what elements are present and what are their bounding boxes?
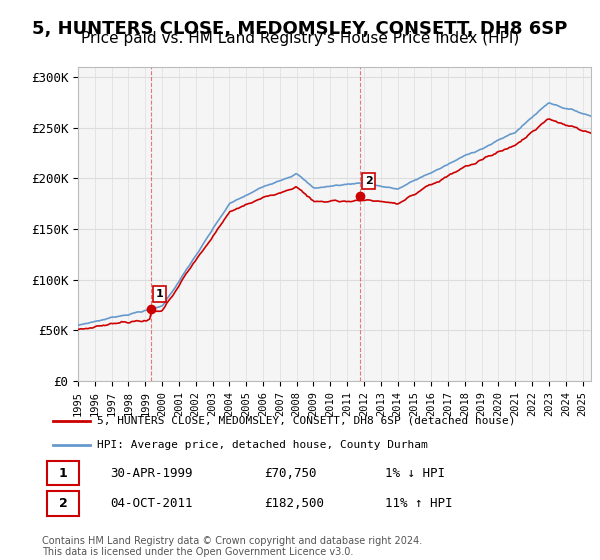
- Text: £182,500: £182,500: [264, 497, 324, 510]
- Text: Contains HM Land Registry data © Crown copyright and database right 2024.
This d: Contains HM Land Registry data © Crown c…: [42, 535, 422, 557]
- Text: 5, HUNTERS CLOSE, MEDOMSLEY, CONSETT, DH8 6SP (detached house): 5, HUNTERS CLOSE, MEDOMSLEY, CONSETT, DH…: [97, 416, 516, 426]
- Text: 04-OCT-2011: 04-OCT-2011: [110, 497, 193, 510]
- Text: 1: 1: [156, 289, 164, 299]
- Text: 5, HUNTERS CLOSE, MEDOMSLEY, CONSETT, DH8 6SP: 5, HUNTERS CLOSE, MEDOMSLEY, CONSETT, DH…: [32, 20, 568, 38]
- FancyBboxPatch shape: [47, 491, 79, 516]
- Text: 30-APR-1999: 30-APR-1999: [110, 466, 193, 480]
- Text: Price paid vs. HM Land Registry's House Price Index (HPI): Price paid vs. HM Land Registry's House …: [81, 31, 519, 46]
- Text: 1% ↓ HPI: 1% ↓ HPI: [385, 466, 445, 480]
- Text: HPI: Average price, detached house, County Durham: HPI: Average price, detached house, Coun…: [97, 440, 428, 450]
- Text: 1: 1: [59, 466, 67, 480]
- Text: 11% ↑ HPI: 11% ↑ HPI: [385, 497, 453, 510]
- FancyBboxPatch shape: [47, 461, 79, 486]
- Text: 2: 2: [365, 176, 373, 186]
- Text: £70,750: £70,750: [264, 466, 316, 480]
- Text: 2: 2: [59, 497, 67, 510]
